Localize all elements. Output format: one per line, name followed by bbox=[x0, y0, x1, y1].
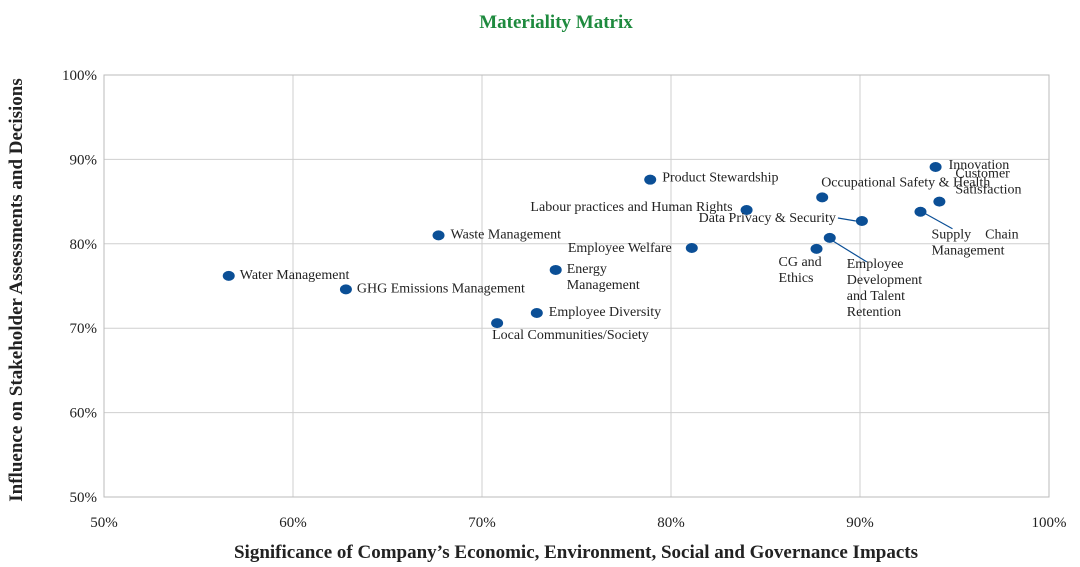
point-label: Management bbox=[567, 278, 640, 293]
point bbox=[530, 308, 543, 319]
point-label: GHG Emissions Management bbox=[357, 281, 525, 296]
point-label: Labour practices and Human Rights bbox=[530, 200, 732, 215]
point-label: and Talent bbox=[847, 289, 905, 304]
point-label: Ethics bbox=[779, 271, 814, 286]
point-label: Management bbox=[931, 244, 1004, 259]
x-axis-title: Significance of Company’s Economic, Envi… bbox=[234, 542, 918, 563]
y-tick-label: 80% bbox=[70, 237, 98, 253]
point bbox=[644, 174, 657, 185]
y-axis-title: Influence on Stakeholder Assessments and… bbox=[6, 78, 27, 502]
point-label: Customer bbox=[955, 167, 1010, 182]
x-tick-label: 70% bbox=[468, 515, 496, 531]
point-label: Employee Diversity bbox=[549, 305, 661, 320]
point bbox=[339, 284, 352, 295]
point-label: Development bbox=[847, 273, 923, 288]
point-label: Local Communities/Society bbox=[492, 328, 649, 343]
x-tick-label: 80% bbox=[657, 515, 685, 531]
point-label: Waste Management bbox=[451, 227, 562, 242]
point bbox=[810, 243, 823, 254]
point-label: Supply Chain bbox=[931, 228, 1018, 243]
point-label: Employee Welfare bbox=[568, 241, 672, 256]
point-label: Energy bbox=[567, 262, 607, 277]
point bbox=[933, 196, 946, 207]
point bbox=[823, 232, 836, 243]
point bbox=[914, 206, 927, 217]
x-tick-label: 90% bbox=[846, 515, 874, 531]
y-tick-label: 90% bbox=[70, 152, 98, 168]
point-label: Satisfaction bbox=[955, 183, 1021, 198]
point bbox=[685, 243, 698, 254]
y-tick-label: 60% bbox=[70, 406, 98, 422]
point bbox=[222, 270, 235, 281]
point-label: Water Management bbox=[240, 268, 350, 283]
plot-border bbox=[103, 74, 1050, 498]
y-tick-label: 70% bbox=[70, 321, 98, 337]
chart-title: Materiality Matrix bbox=[479, 12, 633, 33]
y-tick-label: 100% bbox=[62, 68, 97, 84]
point bbox=[816, 192, 829, 203]
point-label: Data Privacy & Security bbox=[699, 211, 836, 226]
point-label: Innovation bbox=[949, 158, 1010, 173]
y-tick-label: 50% bbox=[70, 490, 98, 506]
point bbox=[549, 264, 562, 275]
x-tick-label: 100% bbox=[1032, 515, 1067, 531]
point bbox=[855, 216, 868, 227]
leader-line bbox=[837, 217, 856, 222]
point bbox=[491, 318, 504, 329]
leader-line bbox=[832, 240, 868, 263]
point-label: CG and bbox=[779, 255, 822, 270]
point-label: Retention bbox=[847, 305, 901, 320]
point-label: Occupational Safety & Health bbox=[821, 175, 990, 190]
point-label: Product Stewardship bbox=[662, 171, 778, 186]
x-tick-label: 50% bbox=[90, 515, 118, 531]
leader-line bbox=[925, 213, 953, 230]
point bbox=[929, 161, 942, 172]
point-label: Employee bbox=[847, 257, 904, 272]
x-tick-label: 60% bbox=[279, 515, 307, 531]
point bbox=[740, 205, 753, 216]
point bbox=[432, 230, 445, 241]
